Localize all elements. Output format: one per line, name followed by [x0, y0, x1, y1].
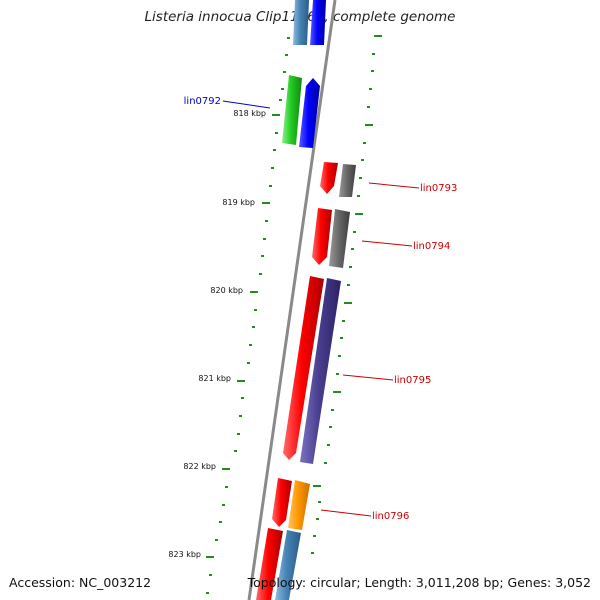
gene-feature-lin0796[interactable] — [272, 478, 310, 530]
gene-label-lin0792[interactable]: lin0792 — [184, 96, 221, 107]
inner-tick-ring — [206, 37, 290, 594]
gene-feature-lin0794[interactable] — [312, 208, 350, 268]
outer-tick-ring — [311, 35, 382, 554]
gene-label-lin0793[interactable]: lin0793 — [420, 183, 457, 194]
kbp-label-823: 823 kbp — [168, 550, 201, 559]
kbp-label-819: 819 kbp — [222, 198, 255, 207]
gene-feature-top-partial[interactable] — [293, 0, 326, 45]
gene-feature-bottom-partial[interactable] — [256, 528, 301, 600]
kbp-label-821: 821 kbp — [198, 374, 231, 383]
genome-summary-text: Topology: circular; Length: 3,011,208 bp… — [247, 575, 591, 590]
kbp-label-820: 820 kbp — [210, 286, 243, 295]
gene-feature-lin0795[interactable] — [283, 276, 341, 464]
kbp-label-822: 822 kbp — [183, 462, 216, 471]
gene-feature-lin0793[interactable] — [320, 162, 356, 197]
gene-label-lin0794[interactable]: lin0794 — [413, 241, 450, 252]
accession-text: Accession: NC_003212 — [9, 575, 152, 590]
gene-feature-lin0792[interactable] — [282, 75, 320, 148]
genome-backbone — [247, 0, 337, 600]
kbp-label-818: 818 kbp — [233, 109, 266, 118]
gene-label-lin0796[interactable]: lin0796 — [372, 511, 409, 522]
gene-label-leaders — [222, 100, 420, 517]
gene-label-lin0795[interactable]: lin0795 — [394, 375, 431, 386]
